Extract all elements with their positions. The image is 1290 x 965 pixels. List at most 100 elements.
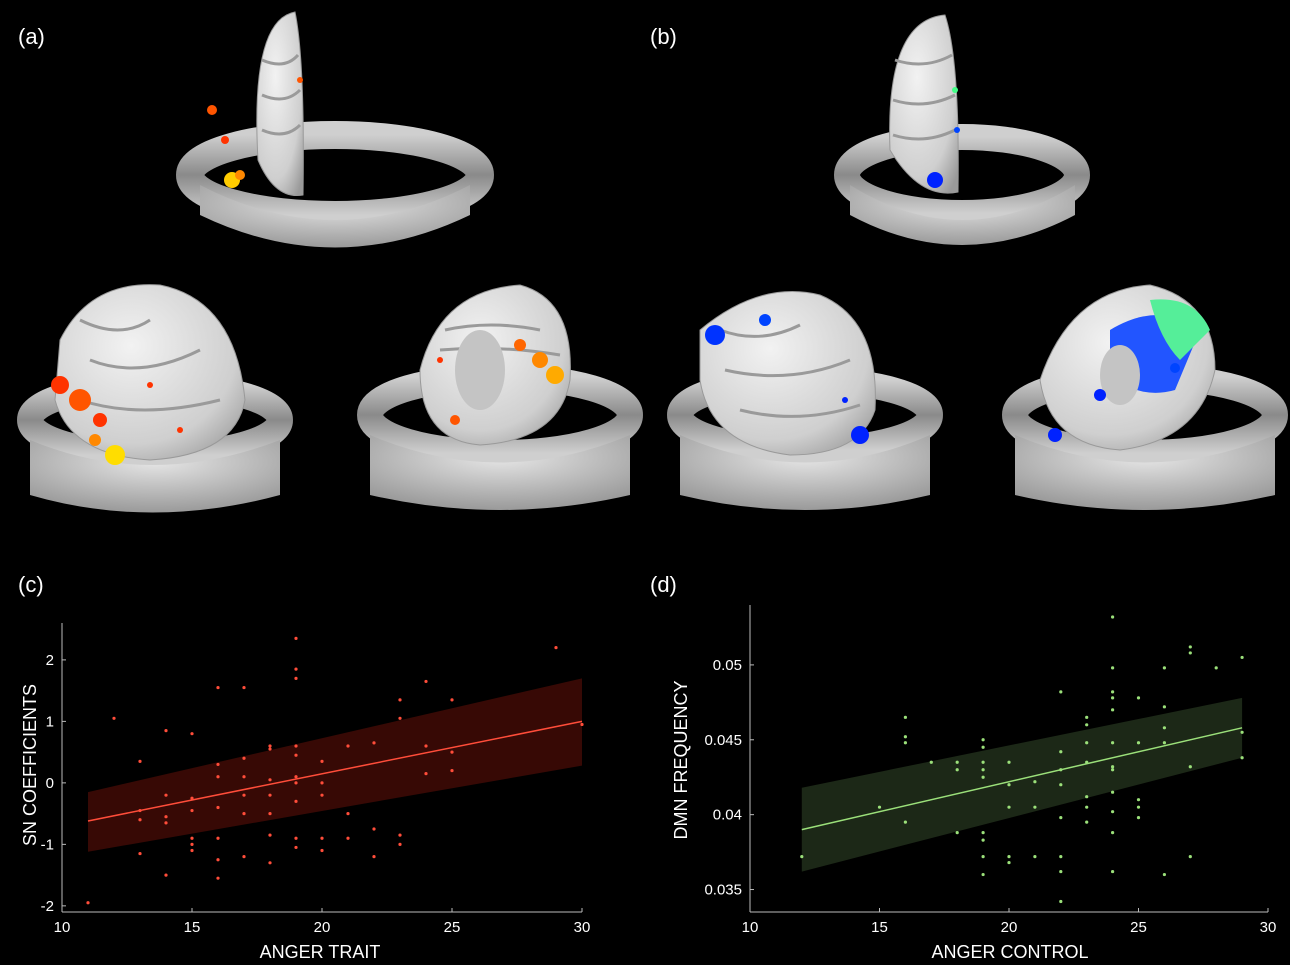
data-point [398, 698, 402, 702]
data-point [1111, 690, 1115, 694]
data-point [981, 768, 985, 772]
data-point [164, 873, 168, 877]
data-point [580, 722, 584, 727]
data-point [268, 861, 272, 865]
data-point [268, 793, 272, 797]
y-tick-label: 2 [46, 652, 54, 669]
y-tick-label: 0.05 [713, 657, 742, 674]
data-point [1240, 730, 1244, 734]
data-point [190, 732, 194, 736]
data-point [1162, 666, 1166, 670]
data-point [1085, 795, 1089, 799]
y-tick-label: -1 [41, 836, 54, 853]
data-point [1136, 805, 1141, 809]
data-point [294, 799, 298, 803]
data-point [242, 812, 246, 816]
brain-renderings [17, 11, 1288, 513]
data-point [398, 716, 402, 720]
data-point [981, 775, 985, 779]
data-point [164, 821, 168, 825]
data-point [294, 753, 298, 757]
data-point [1007, 854, 1011, 859]
data-point [981, 760, 985, 764]
data-point [981, 745, 985, 749]
data-point [1162, 705, 1166, 709]
data-point [268, 778, 272, 782]
data-point [955, 760, 959, 764]
y-tick-label: 0.04 [713, 807, 742, 824]
data-point [1136, 816, 1141, 820]
data-point [424, 679, 428, 684]
data-point [1111, 708, 1115, 712]
data-point [1085, 715, 1089, 719]
data-point [903, 741, 907, 745]
data-point [1111, 869, 1115, 874]
data-point [268, 833, 272, 837]
y-tick-label: 0.045 [704, 732, 742, 749]
data-point [320, 848, 324, 853]
data-point [1214, 666, 1218, 670]
y-tick-label: 1 [46, 713, 54, 730]
data-point [1059, 869, 1063, 874]
data-point [216, 876, 220, 880]
data-point [268, 744, 272, 748]
data-point [398, 842, 402, 846]
data-point [450, 768, 454, 773]
data-point [294, 636, 298, 640]
y-tick-label: 0 [46, 775, 54, 792]
panel-label-c: (c) [18, 572, 44, 597]
data-point [190, 842, 194, 846]
data-point [450, 698, 454, 702]
confidence-band [88, 678, 582, 852]
data-point [1007, 860, 1011, 865]
chart-c-ylabel: SN COEFFICIENTS [20, 684, 40, 846]
data-point [1085, 741, 1089, 745]
data-point [1136, 798, 1141, 802]
data-point [1162, 741, 1166, 745]
data-point [346, 744, 350, 748]
x-tick-label: 10 [54, 919, 71, 936]
x-tick-label: 20 [314, 919, 331, 936]
data-point [903, 715, 907, 719]
data-point [903, 820, 907, 824]
data-point [1085, 723, 1089, 727]
regression-line [801, 727, 1243, 831]
panel-label-d: (d) [650, 572, 677, 597]
data-point [1136, 696, 1141, 700]
data-point [1059, 854, 1063, 859]
data-point [1111, 831, 1115, 835]
data-point [981, 738, 985, 742]
data-point [294, 775, 298, 779]
x-tick-label: 25 [1130, 919, 1147, 936]
data-point [1111, 765, 1115, 769]
data-point [138, 818, 142, 822]
data-point [190, 796, 194, 800]
x-tick-label: 30 [574, 919, 591, 936]
data-point [1111, 790, 1115, 794]
data-point [294, 836, 298, 840]
chart-dmn-frequency: 10 15 20 25 30 0.035 0.04 0.045 0.05 ANGER CONTR… [671, 605, 1276, 962]
data-point [372, 855, 376, 859]
data-point [242, 685, 246, 690]
data-point [1188, 645, 1192, 649]
data-point [1007, 783, 1011, 787]
brain-b-right [1002, 284, 1288, 510]
data-point [268, 812, 272, 816]
chart-sn-coefficients: 10 15 20 25 30 -2 -1 0 1 2 ANGER TRAIT SN COEFFIC… [20, 623, 591, 962]
data-point [1111, 666, 1115, 670]
data-point [346, 836, 350, 840]
data-point [955, 768, 959, 772]
data-point [164, 793, 168, 797]
data-point [294, 781, 298, 785]
x-tick-label: 25 [444, 919, 461, 936]
panel-label-b: (b) [650, 24, 677, 49]
x-tick-label: 15 [871, 919, 888, 936]
data-point [981, 854, 985, 859]
data-point [1059, 816, 1063, 820]
data-point [1111, 696, 1115, 700]
data-point [138, 759, 142, 763]
data-point [86, 901, 90, 905]
data-point [216, 685, 220, 690]
data-point [190, 808, 194, 813]
data-point [554, 645, 558, 650]
